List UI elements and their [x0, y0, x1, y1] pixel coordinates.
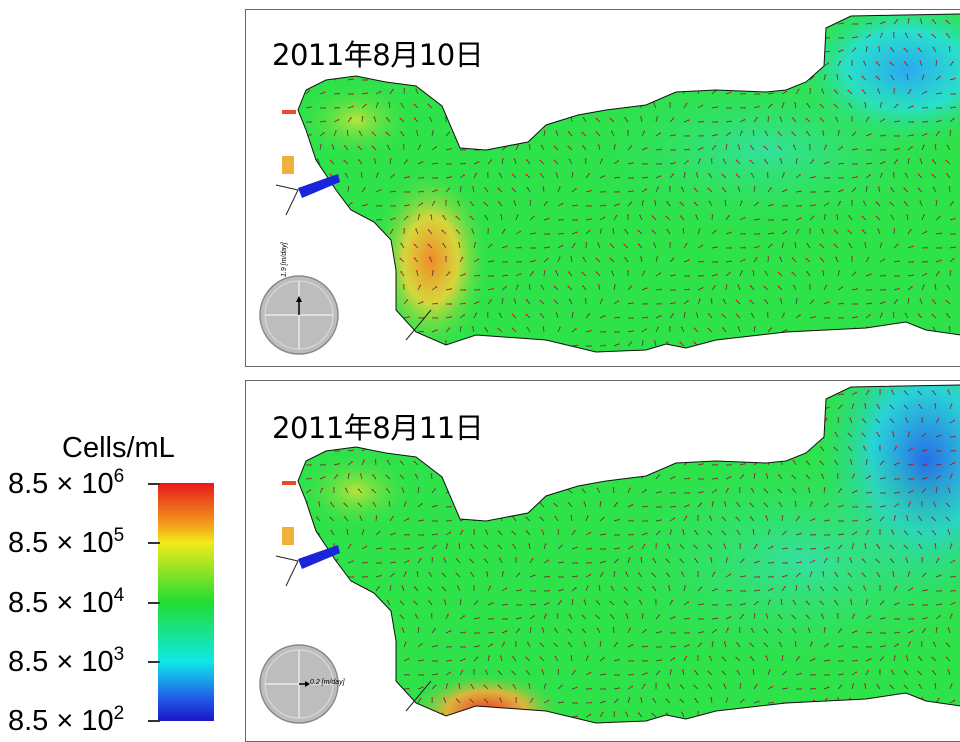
velocity-scale-label: 0.2 [m/day] — [310, 679, 345, 686]
colorbar-tick-label: 8.5 × 102 — [8, 703, 125, 737]
date-label: 2011年8月10日 — [272, 38, 484, 72]
colorbar-tick — [148, 602, 160, 604]
concentration-map — [275, 384, 960, 724]
colorbar-tick — [148, 661, 160, 663]
velocity-scale-label: 1.9 [m/day] — [281, 242, 288, 277]
concentration-map — [275, 13, 960, 353]
map-panel-aug11: 2011年8月11日 0.2 [m/day] — [245, 380, 960, 742]
velocity-scale-compass: 0.2 [m/day] — [258, 643, 345, 725]
colorbar — [158, 483, 214, 721]
colorbar-tick — [148, 483, 160, 485]
colorbar-tick-label: 8.5 × 104 — [8, 585, 125, 619]
colorbar-tick-label: 8.5 × 105 — [8, 525, 125, 559]
map-panel-aug10: 2011年8月10日 1.9 [m/day] — [245, 9, 960, 367]
date-label: 2011年8月11日 — [272, 411, 484, 445]
colorbar-tick-label: 8.5 × 103 — [8, 644, 125, 678]
colorbar-tick — [148, 720, 160, 722]
velocity-scale-compass: 1.9 [m/day] — [258, 242, 340, 356]
colorbar-tick-label: 8.5 × 106 — [8, 466, 125, 500]
legend-title: Cells/mL — [62, 432, 175, 464]
colorbar-tick — [148, 542, 160, 544]
